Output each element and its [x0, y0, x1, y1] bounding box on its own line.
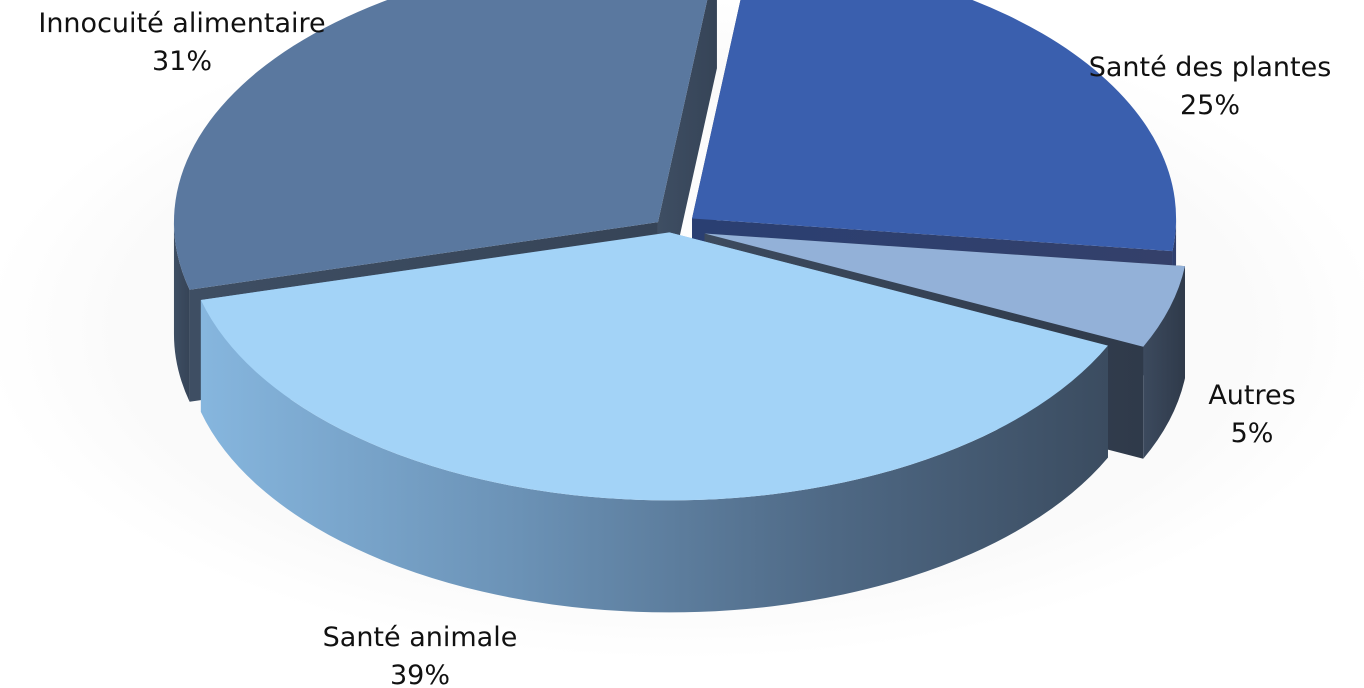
slice-sante-animale-side — [200, 299, 1108, 613]
slices-group — [173, 0, 1185, 613]
slice-autres-top — [704, 233, 1185, 347]
label-sante-des-plantes-value: 25% — [1180, 90, 1240, 121]
label-sante-des-plantes: Santé des plantes 25% — [1089, 52, 1332, 121]
slice-sante-animale — [200, 232, 1108, 613]
label-sante-animale: Santé animale 39% — [323, 622, 518, 688]
label-sante-des-plantes-name: Santé des plantes — [1089, 52, 1332, 83]
slice-innocuite-alimentaire-top — [173, 0, 708, 290]
label-innocuite-alimentaire-name: Innocuité alimentaire — [38, 8, 325, 39]
labels-group: Santé des plantes 25% Autres 5% Santé animal… — [38, 8, 1331, 688]
label-sante-animale-name: Santé animale — [323, 622, 518, 653]
slice-sante-animale-top — [200, 232, 1108, 501]
label-autres-value: 5% — [1231, 418, 1274, 449]
label-sante-animale-value: 39% — [390, 660, 450, 688]
label-autres-name: Autres — [1208, 380, 1295, 411]
label-autres: Autres 5% — [1208, 380, 1295, 449]
label-innocuite-alimentaire: Innocuité alimentaire 31% — [38, 8, 325, 77]
slice-sante-des-plantes-top — [692, 0, 1177, 252]
slice-innocuite-alimentaire-side — [173, 222, 190, 402]
slice-autres-side — [1143, 266, 1185, 459]
label-innocuite-alimentaire-value: 31% — [152, 46, 212, 77]
